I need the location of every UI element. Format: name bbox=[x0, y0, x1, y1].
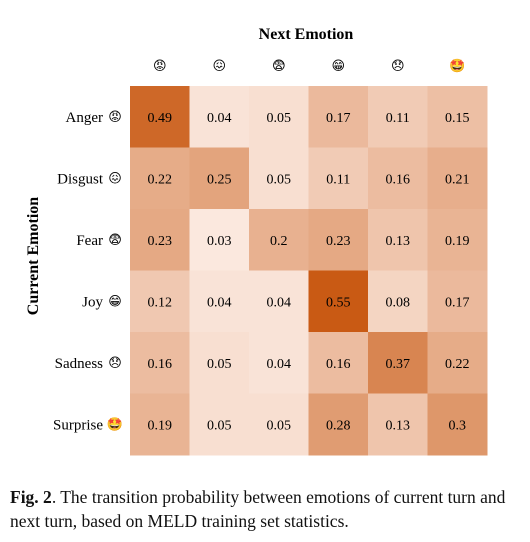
heatmap-cell bbox=[308, 270, 369, 333]
cell-value-label: 0.3 bbox=[449, 418, 467, 433]
cell-value-label: 0.04 bbox=[267, 357, 292, 372]
cell-value-label: 0.16 bbox=[326, 357, 351, 372]
heatmap-cell bbox=[189, 332, 250, 394]
row-label: Surprise bbox=[53, 417, 103, 433]
cell-value-label: 0.21 bbox=[445, 172, 470, 187]
heatmap-cell bbox=[130, 270, 190, 333]
cell-value-label: 0.05 bbox=[207, 418, 232, 433]
heatmap-cell bbox=[249, 209, 309, 271]
cell-value-label: 0.03 bbox=[207, 234, 232, 249]
row-emoji-icon: 😖 bbox=[108, 171, 122, 186]
cell-value-label: 0.13 bbox=[386, 418, 411, 433]
cell-value-label: 0.04 bbox=[207, 295, 232, 310]
heatmap-cell bbox=[308, 147, 369, 210]
heatmap-cell bbox=[189, 209, 250, 271]
row-label: Fear bbox=[76, 233, 103, 249]
heatmap-chart: Next Emotion Current Emotion 😡 😖 😨 😁 😞 🤩 Ange… bbox=[25, 26, 488, 456]
column-emoji-icon: 🤩 bbox=[449, 58, 465, 74]
heatmap-cell bbox=[427, 147, 488, 210]
heatmap-cell bbox=[368, 393, 428, 456]
figure-caption: Fig. 2. The transition probability betwe… bbox=[10, 485, 525, 533]
cell-value-label: 0.17 bbox=[445, 295, 470, 310]
column-emoji-labels: 😡 😖 😨 😁 😞 🤩 bbox=[153, 58, 465, 74]
heatmap-cells: 0.49 0.04 0.05 0.17 0.11 0.15 0.22 0.25 0.05 0.11… bbox=[130, 86, 488, 456]
heatmap-cell bbox=[368, 332, 428, 394]
caption-text: . The transition probability between emo… bbox=[10, 487, 506, 531]
cell-value-label: 0.08 bbox=[386, 295, 411, 310]
cell-value-label: 0.05 bbox=[267, 111, 292, 126]
heatmap-cell bbox=[368, 147, 428, 210]
cell-value-label: 0.11 bbox=[386, 111, 410, 126]
row-label: Sadness bbox=[55, 356, 103, 372]
heatmap-cell bbox=[189, 393, 250, 456]
row-emoji-icon: 😞 bbox=[108, 356, 122, 371]
heatmap-cell bbox=[130, 147, 190, 210]
heatmap-cell bbox=[427, 393, 488, 456]
column-emoji-icon: 😞 bbox=[391, 59, 405, 74]
heatmap-cell bbox=[249, 270, 309, 333]
cell-value-label: 0.12 bbox=[148, 295, 173, 310]
cell-value-label: 0.16 bbox=[148, 357, 173, 372]
cell-value-label: 0.23 bbox=[148, 234, 173, 249]
cell-value-label: 0.13 bbox=[386, 234, 411, 249]
cell-value-label: 0.55 bbox=[326, 295, 351, 310]
cell-value-label: 0.28 bbox=[326, 418, 351, 433]
heatmap-cell bbox=[189, 147, 250, 210]
heatmap-cell bbox=[130, 332, 190, 394]
heatmap-cell bbox=[130, 393, 190, 456]
heatmap-cell bbox=[249, 393, 309, 456]
row-emoji-icon: 🤩 bbox=[107, 416, 123, 432]
cell-value-label: 0.25 bbox=[207, 172, 232, 187]
cell-value-label: 0.17 bbox=[326, 111, 351, 126]
heatmap-cell bbox=[308, 209, 369, 271]
row-emoji-icon: 😁 bbox=[108, 294, 122, 309]
x-axis-title: Next Emotion bbox=[259, 26, 354, 43]
cell-value-label: 0.2 bbox=[270, 234, 288, 249]
column-emoji-icon: 😨 bbox=[272, 59, 286, 74]
row-labels: Anger 😡 Disgust 😖 Fear 😨 Joy 😁 Sadness 😞 Surprise 🤩 bbox=[53, 110, 123, 434]
cell-value-label: 0.04 bbox=[207, 111, 232, 126]
y-axis-title: Current Emotion bbox=[25, 197, 42, 315]
heatmap-cell bbox=[130, 86, 190, 148]
heatmap-cell bbox=[308, 393, 369, 456]
heatmap-cell bbox=[130, 209, 190, 271]
caption-label: Fig. 2 bbox=[10, 487, 52, 507]
heatmap-cell bbox=[427, 332, 488, 394]
cell-value-label: 0.16 bbox=[386, 172, 411, 187]
row-emoji-icon: 😨 bbox=[108, 233, 122, 248]
cell-value-label: 0.22 bbox=[148, 172, 173, 187]
heatmap-cell bbox=[189, 86, 250, 148]
heatmap-cell bbox=[308, 86, 369, 148]
row-label: Joy bbox=[82, 294, 103, 310]
row-emoji-icon: 😡 bbox=[108, 110, 122, 125]
heatmap-cell bbox=[249, 147, 309, 210]
row-label: Disgust bbox=[57, 171, 104, 187]
cell-value-label: 0.23 bbox=[326, 234, 351, 249]
cell-value-label: 0.15 bbox=[445, 111, 470, 126]
cell-value-label: 0.37 bbox=[386, 357, 411, 372]
column-emoji-icon: 😡 bbox=[153, 59, 167, 74]
cell-value-label: 0.22 bbox=[445, 357, 470, 372]
cell-value-label: 0.05 bbox=[207, 357, 232, 372]
heatmap-cell bbox=[427, 270, 488, 333]
heatmap-cell bbox=[249, 86, 309, 148]
cell-value-label: 0.05 bbox=[267, 172, 292, 187]
heatmap-cell bbox=[368, 270, 428, 333]
heatmap-cell bbox=[249, 332, 309, 394]
cell-value-label: 0.04 bbox=[267, 295, 292, 310]
heatmap-cell bbox=[427, 209, 488, 271]
row-label: Anger bbox=[66, 110, 104, 126]
heatmap-cell bbox=[189, 270, 250, 333]
cell-value-label: 0.49 bbox=[148, 111, 173, 126]
heatmap-cell bbox=[308, 332, 369, 394]
heatmap-cell bbox=[427, 86, 488, 148]
column-emoji-icon: 😖 bbox=[212, 59, 226, 74]
heatmap-cell bbox=[368, 86, 428, 148]
cell-value-label: 0.19 bbox=[445, 234, 470, 249]
cell-value-label: 0.11 bbox=[326, 172, 350, 187]
cell-value-label: 0.05 bbox=[267, 418, 292, 433]
heatmap-cell bbox=[368, 209, 428, 271]
column-emoji-icon: 😁 bbox=[331, 59, 345, 74]
cell-value-label: 0.19 bbox=[148, 418, 173, 433]
